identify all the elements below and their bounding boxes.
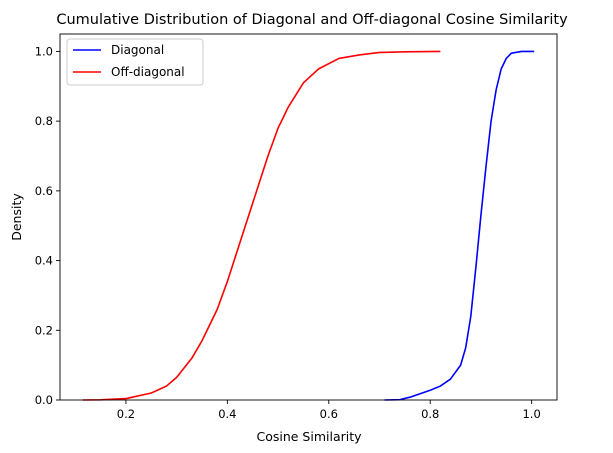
x-axis-label: Cosine Similarity [256, 429, 362, 444]
x-tick-label: 0.8 [421, 407, 439, 421]
chart-title: Cumulative Distribution of Diagonal and … [56, 12, 568, 28]
legend-label: Off-diagonal [111, 65, 185, 79]
y-tick-label: 0.0 [35, 393, 53, 407]
x-tick-label: 0.2 [117, 407, 135, 421]
plot-area: 0.2 0.4 0.6 0.8 1.0 0.0 0.2 0.4 0.6 0.8 1.0 Diagona… [35, 33, 558, 421]
y-tick-label: 0.8 [35, 114, 53, 128]
series-line-diagonal [384, 50, 535, 401]
y-tick-label: 1.0 [35, 44, 53, 58]
y-axis-label: Density [9, 193, 24, 241]
y-tick-label: 0.6 [35, 184, 53, 198]
x-tick-label: 1.0 [522, 407, 540, 421]
x-tick-label: 0.4 [218, 407, 236, 421]
y-tick-label: 0.2 [35, 323, 53, 337]
legend: Diagonal Off-diagonal [66, 38, 204, 86]
series-line-off-diagonal [82, 50, 441, 401]
y-tick-label: 0.4 [35, 254, 53, 268]
x-tick-label: 0.6 [320, 407, 338, 421]
plot-frame [59, 33, 558, 401]
legend-label: Diagonal [111, 43, 164, 57]
